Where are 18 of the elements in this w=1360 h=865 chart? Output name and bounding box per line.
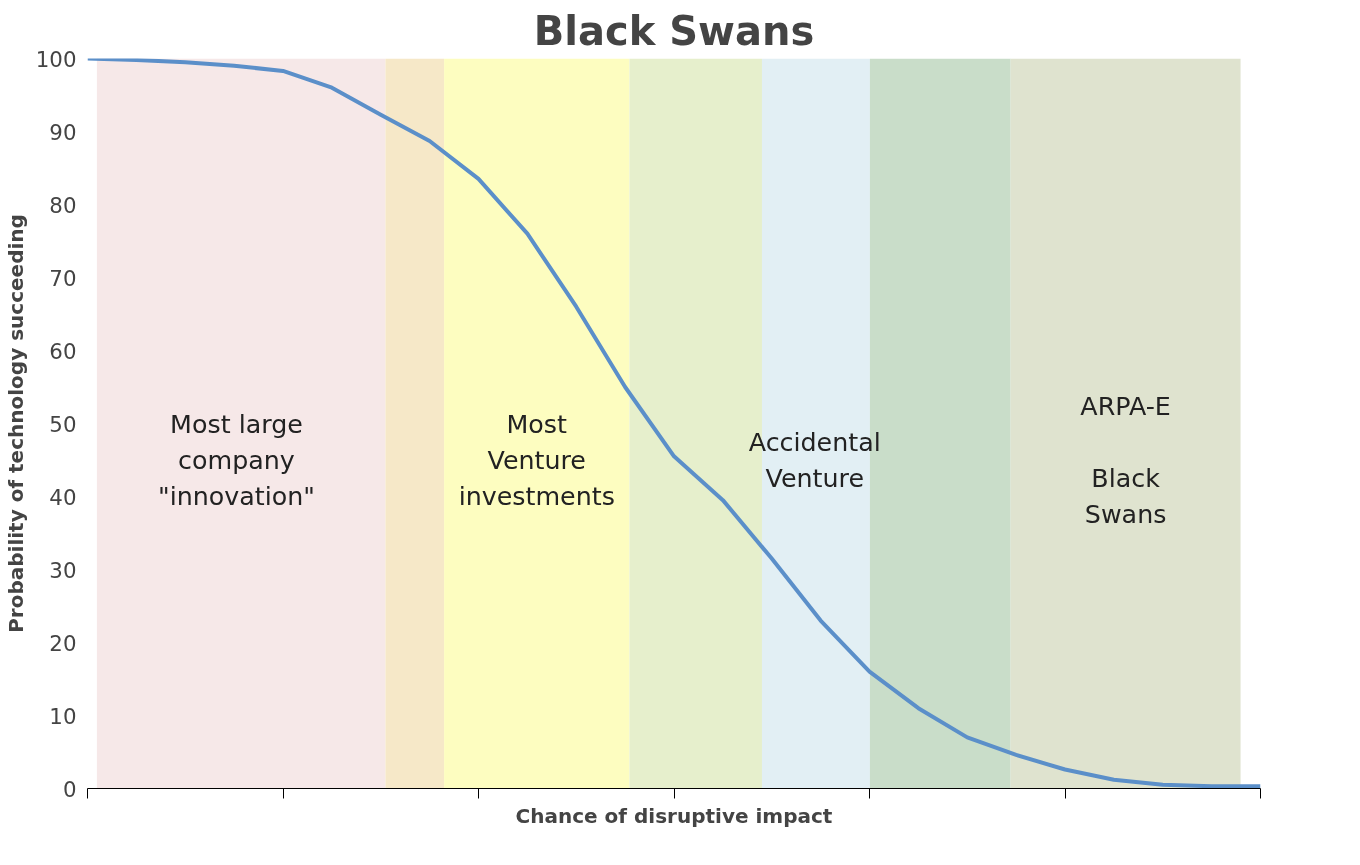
y-tick-label: 0 bbox=[62, 776, 77, 802]
y-tick-label: 20 bbox=[49, 630, 77, 656]
text: ARPA-E Black Swans bbox=[1080, 391, 1171, 529]
y-tick-label: 40 bbox=[49, 484, 77, 510]
y-tick-label: 90 bbox=[49, 119, 77, 145]
annotation: Most Venture investments bbox=[458, 409, 615, 511]
chart-title: Black Swans bbox=[533, 7, 815, 54]
y-tick-label: 10 bbox=[49, 703, 77, 729]
y-tick-label: 30 bbox=[49, 557, 77, 583]
y-tick-label: 50 bbox=[49, 411, 77, 437]
y-tick-label: 60 bbox=[49, 338, 77, 364]
y-tick-label: 100 bbox=[35, 46, 77, 72]
annotation: Most large company "innovation" bbox=[157, 409, 315, 511]
y-tick-label: 70 bbox=[49, 265, 77, 291]
y-axis-title: Probability of technology succeeding bbox=[3, 214, 28, 633]
x-axis-title: Chance of disruptive impact bbox=[515, 803, 833, 828]
annotation: Accidental Venture bbox=[748, 427, 881, 493]
y-tick-label: 80 bbox=[49, 192, 77, 218]
